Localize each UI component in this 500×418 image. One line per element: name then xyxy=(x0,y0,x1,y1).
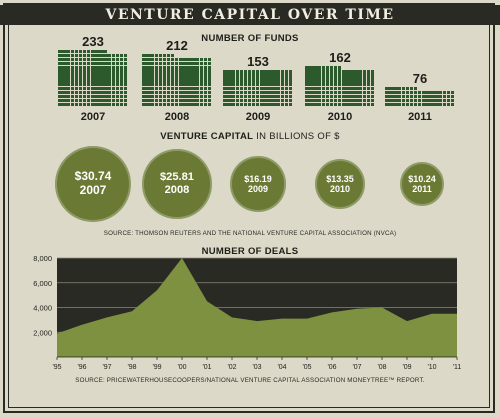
capital-circle-2009: $16.19 2009 xyxy=(230,156,286,212)
x-tick-label: '11 xyxy=(453,364,462,371)
capital-value-label: $10.24 xyxy=(408,173,436,184)
funds-bar-2010 xyxy=(0,0,500,130)
funds-year-label: 2009 xyxy=(245,111,271,123)
y-tick-label: 2,000 xyxy=(33,328,52,337)
funds-bar-2009 xyxy=(0,0,500,130)
x-tick-label: '00 xyxy=(177,364,186,371)
capital-circle-2011: $10.24 2011 xyxy=(400,162,444,206)
x-tick-label: '95 xyxy=(52,364,61,371)
capital-year-label: 2009 xyxy=(247,183,268,194)
funds-bar-2007 xyxy=(0,0,500,130)
capital-heading-rest: IN BILLIONS OF $ xyxy=(253,131,340,142)
funds-heading: NUMBER OF FUNDS xyxy=(201,33,299,44)
deals-area xyxy=(57,258,457,357)
x-tick-label: '05 xyxy=(302,364,311,371)
x-tick-label: '97 xyxy=(102,364,111,371)
funds-year-label: 2011 xyxy=(408,111,432,123)
x-tick-label: '04 xyxy=(277,364,286,371)
x-tick-label: '01 xyxy=(202,364,211,371)
capital-year-label: 2011 xyxy=(412,184,432,195)
x-tick-label: '09 xyxy=(402,364,411,371)
capital-year-label: 2008 xyxy=(164,183,190,196)
funds-value-label: 76 xyxy=(412,70,428,86)
x-tick-label: '10 xyxy=(427,364,436,371)
funds-value-label: 212 xyxy=(166,37,188,53)
capital-value-label: $25.81 xyxy=(159,171,194,184)
title-banner: VENTURE CAPITAL OVER TIME xyxy=(0,5,500,25)
capital-value-label: $30.74 xyxy=(74,169,112,184)
capital-heading: VENTURE CAPITAL IN BILLIONS OF $ xyxy=(0,131,500,142)
x-tick-label: '99 xyxy=(152,364,161,371)
funds-bar-2008 xyxy=(0,0,500,130)
x-tick-label: '07 xyxy=(352,364,361,371)
x-tick-label: '06 xyxy=(327,364,336,371)
capital-value-label: $16.19 xyxy=(244,173,272,184)
funds-year-label: 2007 xyxy=(80,111,106,123)
funds-bar-2011 xyxy=(0,0,500,130)
capital-year-label: 2010 xyxy=(330,184,351,195)
x-tick-label: '08 xyxy=(377,364,386,371)
funds-chart: 233 2007 212 2008 153 2009 162 2010 76 2011 xyxy=(0,0,500,130)
y-tick-label: 4,000 xyxy=(33,304,52,313)
deals-heading: NUMBER OF DEALS xyxy=(201,246,299,257)
y-tick-label: 6,000 xyxy=(33,279,52,288)
funds-year-label: 2010 xyxy=(327,111,353,123)
funds-value-label: 162 xyxy=(329,50,351,65)
x-tick-label: '98 xyxy=(127,364,136,371)
capital-circle-2010: $13.35 2010 xyxy=(315,159,366,210)
outer-frame xyxy=(3,3,495,413)
infographic-title: VENTURE CAPITAL OVER TIME xyxy=(105,7,395,23)
funds-value-label: 153 xyxy=(247,54,269,70)
x-tick-label: '03 xyxy=(252,364,261,371)
deals-source: SOURCE: PRICEWATERHOUSECOOPERS/NATIONAL … xyxy=(75,377,425,384)
funds-value-label: 233 xyxy=(82,33,104,49)
x-tick-label: '96 xyxy=(77,364,86,371)
capital-circle-2007: $30.74 2007 xyxy=(55,146,131,222)
capital-source: SOURCE: THOMSON REUTERS AND THE NATIONAL… xyxy=(103,230,397,237)
capital-heading-bold: VENTURE CAPITAL xyxy=(160,131,254,142)
y-tick-label: 8,000 xyxy=(33,254,52,263)
capital-value-label: $13.35 xyxy=(326,173,354,184)
capital-circle-2008: $25.81 2008 xyxy=(142,149,212,219)
funds-year-label: 2008 xyxy=(164,111,190,123)
x-tick-label: '02 xyxy=(227,364,236,371)
capital-year-label: 2007 xyxy=(79,183,107,197)
